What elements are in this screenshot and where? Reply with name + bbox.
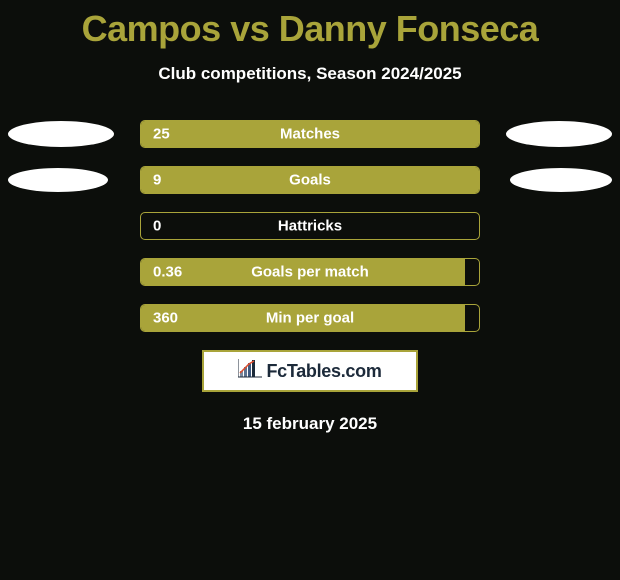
stat-label: Matches [280,126,340,143]
stat-row: 9 Goals [0,166,620,194]
stat-bar: 360 Min per goal [140,304,480,332]
stat-label: Hattricks [278,218,342,235]
brand-text: FcTables.com [266,361,381,382]
right-marker [506,121,612,147]
right-marker [510,168,612,192]
stat-bar: 0.36 Goals per match [140,258,480,286]
stat-bar: 25 Matches [140,120,480,148]
page-title: Campos vs Danny Fonseca [0,0,620,50]
left-marker [8,121,114,147]
stat-row: 25 Matches [0,120,620,148]
stat-label: Goals per match [251,264,369,281]
left-marker [8,168,108,192]
stat-label: Min per goal [266,310,354,327]
stat-value: 9 [153,172,161,189]
report-date: 15 february 2025 [0,414,620,434]
stat-row: 360 Min per goal [0,304,620,332]
stat-bar: 0 Hattricks [140,212,480,240]
bar-chart-icon [238,359,262,384]
stat-value: 0.36 [153,264,182,281]
stat-rows: 25 Matches 9 Goals 0 Hattricks 0.36 Goals per m… [0,120,620,332]
subtitle: Club competitions, Season 2024/2025 [0,64,620,84]
brand-link[interactable]: FcTables.com [202,350,418,392]
stat-bar: 9 Goals [140,166,480,194]
stat-label: Goals [289,172,331,189]
stat-value: 0 [153,218,161,235]
stat-value: 360 [153,310,178,327]
stat-row: 0 Hattricks [0,212,620,240]
stat-value: 25 [153,126,170,143]
stat-row: 0.36 Goals per match [0,258,620,286]
